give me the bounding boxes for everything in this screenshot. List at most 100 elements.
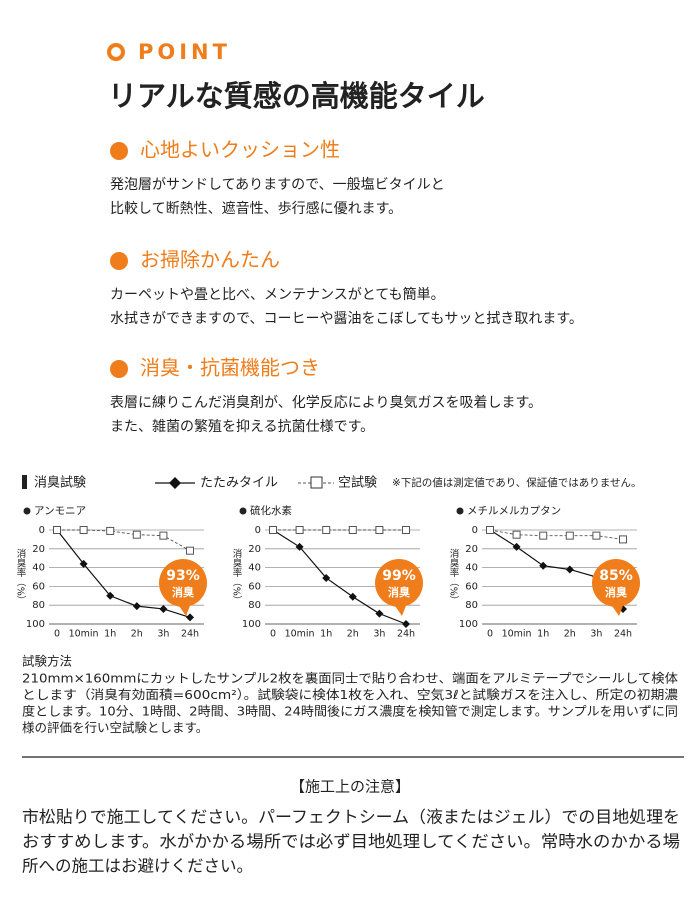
series-line — [57, 529, 191, 552]
point — [539, 561, 548, 570]
x-tick-label: 24h — [181, 629, 199, 640]
chart-title: 硫化水素 — [250, 504, 292, 517]
point — [402, 526, 410, 534]
point — [619, 535, 627, 544]
feature-heading: お掃除かんたん — [140, 248, 280, 272]
badge-label: 消臭 — [388, 585, 410, 599]
x-tick-label: 3h — [590, 629, 602, 640]
badge-label: 消臭 — [605, 585, 627, 599]
point — [348, 592, 357, 601]
method-text: とします（消臭有効面積=600cm²）。試験袋に検体1枚を入れ、空気3ℓと試験ガ… — [22, 687, 679, 702]
point — [348, 526, 357, 534]
y-tick-label: 20 — [248, 544, 261, 555]
x-tick-label: 3h — [373, 629, 385, 640]
caution-title: 【施工上の注意】 — [290, 778, 410, 796]
y-tick-label: 60 — [248, 581, 261, 592]
page-title: リアルな質感の高機能タイル — [108, 79, 485, 113]
point — [53, 526, 61, 534]
feature-heading: 心地よいクッション性 — [140, 138, 340, 162]
feature-text: カーペットや畳と比べ、メンテナンスがとても簡単。 — [110, 287, 445, 303]
series-line — [56, 529, 191, 618]
point — [132, 602, 141, 611]
feature-bullet — [110, 252, 128, 270]
point — [486, 526, 494, 534]
series-line — [489, 529, 624, 540]
x-tick-label: 1h — [104, 629, 116, 640]
point — [269, 526, 277, 534]
y-tick-label: 100 — [242, 619, 261, 630]
chart-title: アンモニア — [34, 505, 86, 517]
chart-title-bullet — [239, 507, 247, 515]
feature-heading: 消臭・抗菌機能つき — [140, 356, 320, 380]
point — [375, 526, 384, 534]
legend-marker — [169, 477, 181, 489]
x-tick-label: 2h — [131, 629, 143, 640]
x-tick-label: 2h — [564, 629, 576, 640]
x-tick-label: 1h — [320, 629, 332, 640]
point — [565, 565, 574, 574]
y-tick-label: 40 — [32, 563, 45, 574]
point — [79, 526, 88, 534]
y-tick-label: 100 — [26, 619, 45, 630]
y-tick-label: 80 — [465, 600, 478, 611]
feature-text: 水拭きができますので、コーヒーや醤油をこぼしてもサッと拭き取れます。 — [110, 311, 583, 327]
y-tick-label: 20 — [465, 544, 478, 555]
point — [592, 531, 601, 540]
y-tick-label: 60 — [32, 581, 45, 592]
chart-title-bullet — [456, 507, 464, 515]
point — [186, 613, 194, 622]
point — [106, 591, 115, 600]
x-tick-label: 0 — [270, 629, 276, 640]
point — [512, 542, 521, 551]
badge-label: 消臭 — [172, 585, 194, 599]
point — [565, 531, 574, 540]
x-tick-label: 24h — [397, 629, 415, 640]
x-tick-label: 24h — [614, 629, 632, 640]
method-text: 210mm×160mmにカットしたサンプル2枚を裏面同士で貼り合わせ、端面をアル… — [22, 671, 679, 686]
y-tick-label: 40 — [248, 563, 261, 574]
badge — [159, 559, 207, 607]
feature-text: 表層に練りこんだ消臭剤が、化学反応により臭気ガスを吸着します。 — [110, 395, 542, 411]
point — [322, 573, 331, 582]
point — [539, 531, 548, 540]
badge-value: 99% — [382, 568, 416, 584]
method-text: 様の評価を行い空試験とします。 — [22, 720, 208, 735]
point — [159, 604, 168, 613]
legend-label: 空試験 — [338, 475, 377, 491]
test-note: ※下記の値は測定値であり、保証値ではありません。 — [392, 476, 641, 489]
y-tick-label: 0 — [39, 525, 45, 536]
point — [402, 620, 410, 628]
point — [159, 531, 168, 540]
series-line — [272, 529, 407, 625]
x-tick-label: 10min — [69, 629, 99, 640]
y-tick-label: 60 — [465, 581, 478, 592]
point — [512, 530, 521, 539]
y-tick-label: 0 — [472, 525, 478, 536]
point — [295, 526, 304, 534]
feature-text: 比較して断熱性、遮音性、歩行感に優れます。 — [110, 200, 402, 217]
y-tick-label: 20 — [32, 544, 45, 555]
y-axis-label: 消臭率（%） — [448, 548, 460, 605]
point-icon — [107, 43, 125, 61]
point — [79, 559, 88, 568]
point — [132, 530, 141, 539]
feature-text: また、雑菌の繁殖を抑える抗菌仕様です。 — [110, 418, 374, 435]
badge-value: 93% — [166, 568, 200, 584]
feature-text: 発泡層がサンドしてありますので、一般塩ビタイルと — [110, 177, 445, 193]
point — [295, 542, 304, 551]
x-tick-label: 10min — [502, 629, 532, 640]
point — [106, 526, 115, 535]
chart-title: メチルメルカプタン — [467, 505, 561, 517]
test-title: 消臭試験 — [34, 475, 86, 491]
y-tick-label: 0 — [255, 525, 261, 536]
x-tick-label: 0 — [54, 629, 60, 640]
point — [186, 546, 194, 555]
feature-bullet — [110, 142, 128, 160]
point — [322, 526, 331, 534]
method-text: 度とします。10分、1時間、2時間、3時間、24時間後にガス濃度を検知管で測定し… — [22, 704, 678, 719]
y-tick-label: 40 — [465, 563, 478, 574]
x-tick-label: 10min — [285, 629, 315, 640]
y-tick-label: 80 — [248, 600, 261, 611]
x-tick-label: 3h — [157, 629, 169, 640]
